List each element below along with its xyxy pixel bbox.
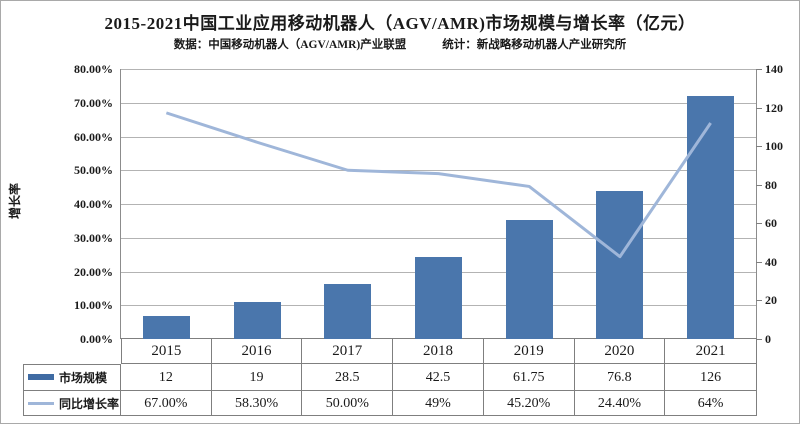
right-axis-tick (756, 300, 762, 302)
bar-2015 (142, 315, 190, 339)
right-axis-tick-label: 60 (765, 216, 777, 231)
series-name-label: 市场规模 (59, 370, 108, 385)
left-axis-tick-label: 60.00% (74, 129, 113, 144)
value-cell: 49% (393, 391, 484, 416)
gridline (121, 170, 756, 172)
value-cell: 12 (121, 364, 212, 391)
chart-stat-label: 统计：新战略移动机器人产业研究所 (442, 39, 627, 51)
value-cell: 19 (211, 364, 303, 391)
value-cell: 24.40% (574, 391, 666, 416)
chart-source-label: 数据：中国移动机器人（AGV/AMR)产业联盟 (173, 39, 407, 51)
table-header-top-border (23, 364, 121, 365)
right-axis-tick (756, 146, 762, 148)
value-cell: 28.5 (302, 364, 394, 391)
gridline (121, 237, 756, 239)
gridline (121, 69, 756, 70)
bar-2021 (687, 96, 735, 339)
right-axis-tick (756, 69, 762, 70)
value-cell: 67.00% (121, 391, 212, 416)
left-axis-tick-label: 70.00% (74, 95, 113, 110)
year-cell: 2017 (302, 339, 394, 364)
right-axis-tick-label: 20 (765, 293, 777, 308)
value-cell: 42.5 (393, 364, 484, 391)
chart-title: 2015-2021中国工业应用移动机器人（AGV/AMR)市场规模与增长率（亿元… (104, 14, 696, 33)
year-cell: 2020 (574, 339, 666, 364)
right-axis-tick-label: 100 (765, 139, 783, 154)
gridline (121, 204, 756, 205)
right-axis-tick-label: 120 (765, 100, 783, 115)
right-axis-tick-label: 0 (765, 332, 771, 346)
right-axis-tick (756, 261, 762, 263)
left-axis-tick-label: 40.00% (74, 197, 113, 211)
year-cell: 2016 (211, 339, 303, 364)
bar-legend-icon (28, 374, 54, 380)
plot-left-border (120, 69, 121, 339)
year-cell: 2015 (121, 339, 212, 364)
value-cell: 126 (665, 364, 757, 391)
left-axis-tick-label: 50.00% (74, 163, 113, 178)
series-name-label: 同比增长率 (59, 396, 120, 411)
value-cell: 58.30% (211, 391, 303, 416)
plot-right-border (756, 69, 757, 339)
gridline (121, 102, 756, 104)
chart-subtitle: 数据：中国移动机器人（AGV/AMR)产业联盟 统计：新战略移动机器人产业研究所 (1, 36, 799, 52)
line-legend-icon (28, 401, 54, 405)
left-axis-tick-label: 20.00% (74, 264, 113, 279)
value-cell: 76.8 (574, 364, 666, 391)
year-cell: 2018 (393, 339, 484, 364)
bar-2018 (415, 257, 462, 339)
right-axis-tick-label: 140 (765, 62, 783, 76)
left-axis-title: 增长率 (8, 183, 22, 220)
bar-2016 (233, 302, 281, 339)
value-cell: 50.00% (302, 391, 394, 416)
legend-row-market-size: 市场规模 (23, 364, 121, 391)
year-cell: 2019 (483, 339, 575, 364)
right-axis-tick (756, 184, 762, 186)
left-axis-tick-label: 30.00% (74, 230, 113, 245)
bar-2019 (505, 219, 553, 339)
value-cell: 64% (665, 391, 757, 416)
value-cell: 45.20% (483, 391, 575, 416)
right-axis-tick-label: 40 (765, 254, 777, 269)
year-cell: 2021 (665, 339, 757, 364)
bar-2017 (324, 284, 372, 339)
left-axis-tick-label: 10.00% (74, 298, 113, 313)
left-axis-tick-label: 0.00% (80, 332, 113, 346)
value-cell: 61.75 (483, 364, 575, 391)
bar-2020 (596, 190, 644, 339)
growth-rate-polyline (165, 111, 712, 259)
growth-rate-line (165, 111, 712, 259)
right-axis-tick-label: 80 (765, 177, 777, 192)
legend-row-growth-rate: 同比增长率 (23, 391, 121, 416)
right-axis-tick (756, 339, 762, 340)
right-axis-tick (756, 223, 762, 225)
right-axis-tick (756, 107, 762, 109)
gridline (121, 136, 756, 138)
table-left-border (23, 364, 24, 416)
left-axis-tick-label: 80.00% (74, 62, 113, 76)
